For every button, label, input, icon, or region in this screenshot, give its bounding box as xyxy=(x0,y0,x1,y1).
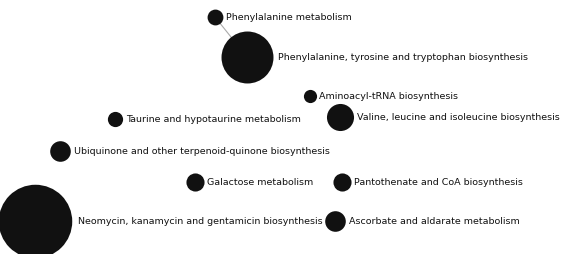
Text: Aminoacyl-tRNA biosynthesis: Aminoacyl-tRNA biosynthesis xyxy=(319,92,458,101)
Point xyxy=(110,118,120,122)
Text: Valine, leucine and isoleucine biosynthesis: Valine, leucine and isoleucine biosynthe… xyxy=(357,113,560,122)
Text: Phenylalanine, tyrosine and tryptophan biosynthesis: Phenylalanine, tyrosine and tryptophan b… xyxy=(279,53,529,62)
Point xyxy=(335,116,345,120)
Text: Galactose metabolism: Galactose metabolism xyxy=(207,178,314,187)
Point xyxy=(338,180,347,184)
Point xyxy=(190,180,200,184)
Point xyxy=(55,149,65,153)
Point xyxy=(305,94,315,99)
Text: Taurine and hypotaurine metabolism: Taurine and hypotaurine metabolism xyxy=(126,115,300,124)
Point xyxy=(242,56,252,60)
Text: Ubiquinone and other terpenoid-quinone biosynthesis: Ubiquinone and other terpenoid-quinone b… xyxy=(74,147,329,156)
Point xyxy=(210,16,220,20)
Point xyxy=(30,219,40,223)
Point xyxy=(331,219,340,223)
Text: Neomycin, kanamycin and gentamicin biosynthesis: Neomycin, kanamycin and gentamicin biosy… xyxy=(78,217,323,226)
Text: Ascorbate and aldarate metabolism: Ascorbate and aldarate metabolism xyxy=(349,217,519,226)
Text: Phenylalanine metabolism: Phenylalanine metabolism xyxy=(226,13,352,22)
Text: Pantothenate and CoA biosynthesis: Pantothenate and CoA biosynthesis xyxy=(354,178,523,187)
